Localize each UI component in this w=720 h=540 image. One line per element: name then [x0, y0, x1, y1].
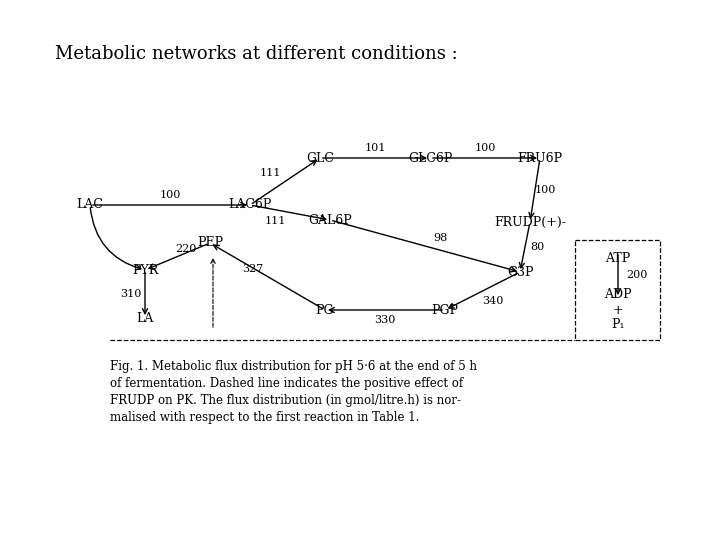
Text: 100: 100	[159, 190, 181, 200]
Text: GLC: GLC	[306, 152, 334, 165]
Text: GAL6P: GAL6P	[308, 213, 352, 226]
Text: 220: 220	[175, 244, 196, 253]
Text: 98: 98	[433, 233, 447, 243]
Text: LA: LA	[136, 312, 153, 325]
Text: PEP: PEP	[197, 237, 223, 249]
Text: 100: 100	[534, 185, 556, 195]
Text: LAC6P: LAC6P	[228, 199, 271, 212]
Text: 327: 327	[242, 264, 263, 273]
Text: G3P: G3P	[507, 266, 534, 279]
Text: PYR: PYR	[132, 264, 158, 276]
Text: FRUDP(+)-: FRUDP(+)-	[494, 215, 566, 228]
Text: 310: 310	[120, 289, 142, 299]
Text: PGP: PGP	[431, 303, 459, 316]
Text: ATP: ATP	[606, 252, 631, 265]
Text: Metabolic networks at different conditions :: Metabolic networks at different conditio…	[55, 45, 458, 63]
Text: 101: 101	[364, 143, 386, 153]
Text: LAC: LAC	[76, 199, 104, 212]
Text: 340: 340	[482, 296, 503, 306]
Text: 200: 200	[626, 270, 647, 280]
Text: 111: 111	[264, 215, 286, 226]
Text: 80: 80	[530, 242, 544, 252]
Text: Fig. 1. Metabolic flux distribution for pH 5·6 at the end of 5 h
of fermentation: Fig. 1. Metabolic flux distribution for …	[110, 360, 477, 424]
Text: 100: 100	[474, 143, 495, 153]
Text: 330: 330	[374, 315, 396, 325]
Text: ADP
+
P₁: ADP + P₁	[604, 288, 632, 332]
Text: 111: 111	[259, 168, 281, 179]
Text: GLC6P: GLC6P	[408, 152, 452, 165]
Bar	[575, 240, 660, 340]
Text: PG: PG	[316, 303, 334, 316]
Text: FRU6P: FRU6P	[518, 152, 562, 165]
